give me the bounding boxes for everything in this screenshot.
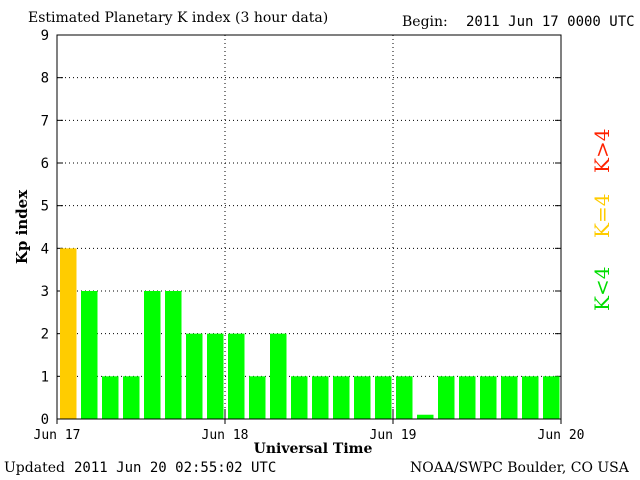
y-tick-label: 8 xyxy=(41,71,49,87)
kp-bar xyxy=(81,291,98,419)
kp-bar xyxy=(228,333,245,419)
kp-bar xyxy=(186,333,203,419)
plot-frame xyxy=(56,34,562,420)
kp-bar xyxy=(438,376,455,419)
y-tick-label: 6 xyxy=(41,156,49,172)
kp-bar xyxy=(459,376,476,419)
kp-bar xyxy=(312,376,329,419)
kp-bar xyxy=(291,376,308,419)
x-axis-label: Universal Time xyxy=(254,441,373,457)
kp-bar xyxy=(375,376,392,419)
kp-bar xyxy=(543,376,560,419)
begin-label: Begin: xyxy=(402,14,448,30)
chart-title: Estimated Planetary K index (3 hour data… xyxy=(28,10,329,26)
kp-bar xyxy=(522,376,539,419)
kp-bar xyxy=(207,333,224,419)
kp-bar xyxy=(354,376,371,419)
legend-low: K<4 xyxy=(590,266,614,311)
kp-bar xyxy=(60,248,77,419)
kp-bar xyxy=(144,291,161,419)
y-tick-label: 7 xyxy=(41,113,49,129)
y-tick-label: 9 xyxy=(41,28,49,44)
begin-value: 2011 Jun 17 0000 UTC xyxy=(466,14,635,30)
legend-high: K>4 xyxy=(590,128,614,173)
kp-bar xyxy=(501,376,518,419)
y-tick-label: 4 xyxy=(41,241,49,257)
legend-equal: K=4 xyxy=(590,193,614,238)
y-tick-label: 5 xyxy=(41,199,49,215)
kp-bar xyxy=(249,376,266,419)
kp-bar xyxy=(123,376,140,419)
kp-bar xyxy=(417,414,434,419)
y-tick-label: 2 xyxy=(41,327,49,343)
x-tick-label: Jun 18 xyxy=(202,428,249,443)
updated-value: 2011 Jun 20 02:55:02 UTC xyxy=(74,460,277,476)
plot-border xyxy=(56,34,562,420)
kp-bar xyxy=(270,333,287,419)
kp-bar xyxy=(165,291,182,419)
x-tick-label: Jun 19 xyxy=(370,428,417,443)
updated-label: Updated xyxy=(4,460,65,476)
y-tick-label: 3 xyxy=(41,284,49,300)
x-tick-label: Jun 17 xyxy=(34,428,81,443)
y-tick-label: 0 xyxy=(41,412,49,428)
kp-bar xyxy=(480,376,497,419)
y-tick-label: 1 xyxy=(41,369,49,385)
kp-bar xyxy=(396,376,413,419)
kp-bar xyxy=(102,376,119,419)
source-credit: NOAA/SWPC Boulder, CO USA xyxy=(410,460,629,476)
x-tick-label: Jun 20 xyxy=(538,428,585,443)
kp-bar xyxy=(333,376,350,419)
y-axis-label: Kp index xyxy=(13,189,31,264)
